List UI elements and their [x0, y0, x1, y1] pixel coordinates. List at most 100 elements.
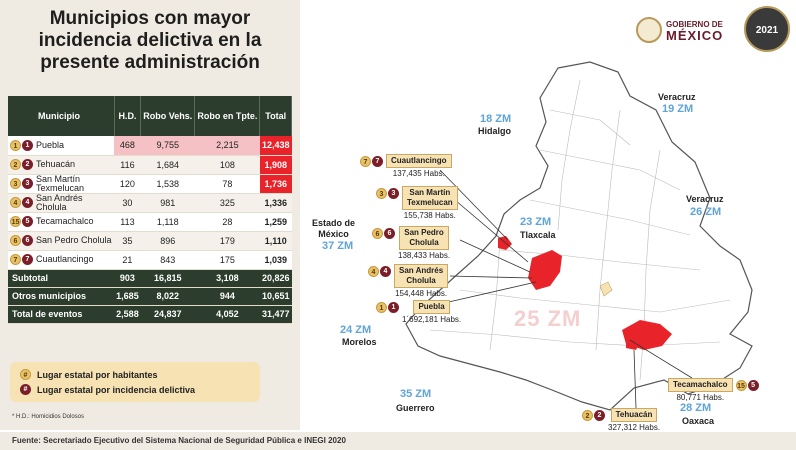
- summary-row: Subtotal 903 16,815 3,108 20,826: [8, 269, 292, 288]
- callout-name: San Andrés Cholula: [394, 264, 449, 288]
- crime-rank-badge-icon: 1: [22, 139, 33, 151]
- footnote: * H.D.: Homicidios Dolosos: [12, 414, 85, 420]
- cell-hd: 116: [114, 155, 141, 175]
- pop-rank-badge-icon: 3: [376, 188, 387, 199]
- left-panel: Municipios con mayor incidencia delictiv…: [0, 0, 300, 430]
- callout-population: 1´692,181 Habs.: [402, 315, 462, 324]
- state-label-oaxaca: Oaxaca: [682, 416, 715, 426]
- summary-total: 10,651: [259, 287, 292, 306]
- cell-municipio: 4 4 San Andrés Cholula: [8, 193, 115, 213]
- table-row: 6 6 San Pedro Cholula 35 896 179 1,110: [8, 231, 292, 251]
- puebla-state-shape: [405, 61, 753, 411]
- pop-rank-badge-icon: 1: [376, 302, 387, 313]
- cell-hd: 30: [114, 193, 141, 213]
- state-label-veracruz-south: Veracruz: [686, 194, 724, 204]
- year-badge: 2021: [744, 6, 790, 52]
- legend: # Lugar estatal por habitantes # Lugar e…: [10, 362, 260, 402]
- callout-san-andres-cholula: 4 4 San Andrés Cholula 154,448 Habs.: [368, 264, 449, 299]
- crime-rank-badge-icon: 7: [22, 254, 33, 265]
- zm-label-morelos: 24 ZM: [340, 324, 372, 336]
- cell-robo-tpte: 28: [194, 212, 260, 232]
- col-robo-tpte: Robo en Tpte.: [194, 96, 261, 136]
- zm-label-veracruz-north: 19 ZM: [662, 103, 694, 115]
- summary-hd: 1,685: [114, 287, 141, 306]
- summary-robo-vehs: 16,815: [140, 269, 195, 288]
- cell-hd: 21: [114, 250, 141, 270]
- pop-rank-badge-icon: 6: [372, 228, 383, 239]
- col-municipio: Municipio: [8, 96, 115, 136]
- state-label-guerrero: Guerrero: [396, 403, 435, 413]
- pop-rank-badge-icon: 15: [10, 216, 21, 227]
- pop-rank-badge-icon: 15: [735, 380, 747, 391]
- pop-rank-badge-icon: #: [20, 369, 31, 380]
- crime-rank-badge-icon: 3: [22, 178, 33, 189]
- cell-hd: 35: [114, 231, 141, 251]
- eagle-emblem-icon: [636, 17, 662, 43]
- source-note: Fuente: Secretariado Ejecutivo del Siste…: [0, 432, 796, 450]
- cell-municipio: 1 1 Puebla: [8, 136, 115, 156]
- crime-rank-badge-icon: 1: [388, 302, 399, 313]
- cell-total: 1,736: [259, 174, 292, 194]
- callout-population: 137,435 Habs.: [392, 169, 445, 178]
- puebla-map: [405, 61, 753, 411]
- crime-rank-badge-icon: 5: [22, 216, 33, 227]
- cell-robo-vehs: 1,538: [140, 174, 195, 194]
- cell-hd: 120: [114, 174, 141, 194]
- callout-population: 138,433 Habs.: [398, 251, 451, 260]
- crime-rank-badge-icon: 7: [372, 156, 383, 167]
- cell-total: 1,110: [259, 231, 292, 251]
- cell-total: 1,336: [259, 193, 292, 213]
- callout-population: 80,771 Habs.: [676, 393, 725, 402]
- cell-robo-vehs: 1,684: [140, 155, 195, 175]
- crime-rank-badge-icon: 2: [22, 159, 33, 170]
- zm-label-puebla: 25 ZM: [514, 306, 582, 331]
- state-label-hidalgo: Hidalgo: [478, 126, 511, 136]
- cell-robo-tpte: 108: [194, 155, 260, 175]
- cell-municipio: 3 3 San Martín Texmelucan: [8, 174, 115, 194]
- pop-rank-badge-icon: 6: [10, 235, 21, 246]
- legend-item-crime: # Lugar estatal por incidencia delictiva: [20, 382, 250, 397]
- summary-label: Total de eventos: [8, 305, 115, 324]
- summary-robo-tpte: 944: [194, 287, 260, 306]
- pop-rank-badge-icon: 1: [10, 139, 21, 151]
- table-row: 7 7 Cuautlancingo 21 843 175 1,039: [8, 250, 292, 270]
- cell-robo-vehs: 896: [140, 231, 195, 251]
- crime-rank-badge-icon: 2: [594, 410, 605, 421]
- summary-total: 31,477: [259, 305, 292, 324]
- summary-hd: 2,588: [114, 305, 141, 324]
- summary-label: Otros municipios: [8, 287, 115, 306]
- puebla-municipality-shape: [528, 250, 562, 290]
- cell-hd: 468: [114, 136, 141, 156]
- zm-label-edomex: 37 ZM: [322, 240, 354, 252]
- summary-row: Otros municipios 1,685 8,022 944 10,651: [8, 287, 292, 306]
- gobierno-logo: GOBIERNO DE MÉXICO: [636, 12, 742, 48]
- cell-robo-vehs: 981: [140, 193, 195, 213]
- crime-rank-badge-icon: 5: [747, 380, 759, 391]
- crime-rank-badge-icon: #: [20, 384, 31, 395]
- cell-total: 1,259: [259, 212, 292, 232]
- pop-rank-badge-icon: 4: [368, 266, 379, 277]
- table-body: 1 1 Puebla 468 9,755 2,215 12,438 2 2 Tehuacán 116…: [8, 136, 292, 324]
- cell-total: 1,039: [259, 250, 292, 270]
- state-label-morelos: Morelos: [342, 337, 377, 347]
- col-total: Total: [259, 96, 292, 136]
- cell-robo-vehs: 9,755: [140, 136, 195, 156]
- cell-municipio: 2 2 Tehuacán: [8, 155, 115, 175]
- pop-rank-badge-icon: 2: [10, 159, 21, 170]
- crime-rank-badge-icon: 4: [380, 266, 391, 277]
- table-row: 4 4 San Andrés Cholula 30 981 325 1,336: [8, 193, 292, 213]
- table-row: 1 1 Puebla 468 9,755 2,215 12,438: [8, 136, 292, 156]
- state-label-edomex: Estado de México: [312, 218, 356, 239]
- callout-tecamachalco: Tecamachalco 80,771 Habs. 15 5: [668, 378, 759, 403]
- summary-row: Total de eventos 2,588 24,837 4,052 31,477: [8, 305, 292, 324]
- summary-robo-vehs: 24,837: [140, 305, 195, 324]
- state-label-veracruz-north: Veracruz: [658, 92, 696, 102]
- callout-population: 155,738 Habs.: [403, 211, 456, 220]
- crime-rank-badge-icon: 6: [384, 228, 395, 239]
- cell-robo-tpte: 325: [194, 193, 260, 213]
- table-row: 3 3 San Martín Texmelucan 120 1,538 78 1,736: [8, 174, 292, 194]
- pop-rank-badge-icon: 3: [10, 178, 21, 189]
- zm-label-veracruz-south: 26 ZM: [690, 206, 722, 218]
- cell-municipio: 15 5 Tecamachalco: [8, 212, 115, 232]
- summary-robo-vehs: 8,022: [140, 287, 195, 306]
